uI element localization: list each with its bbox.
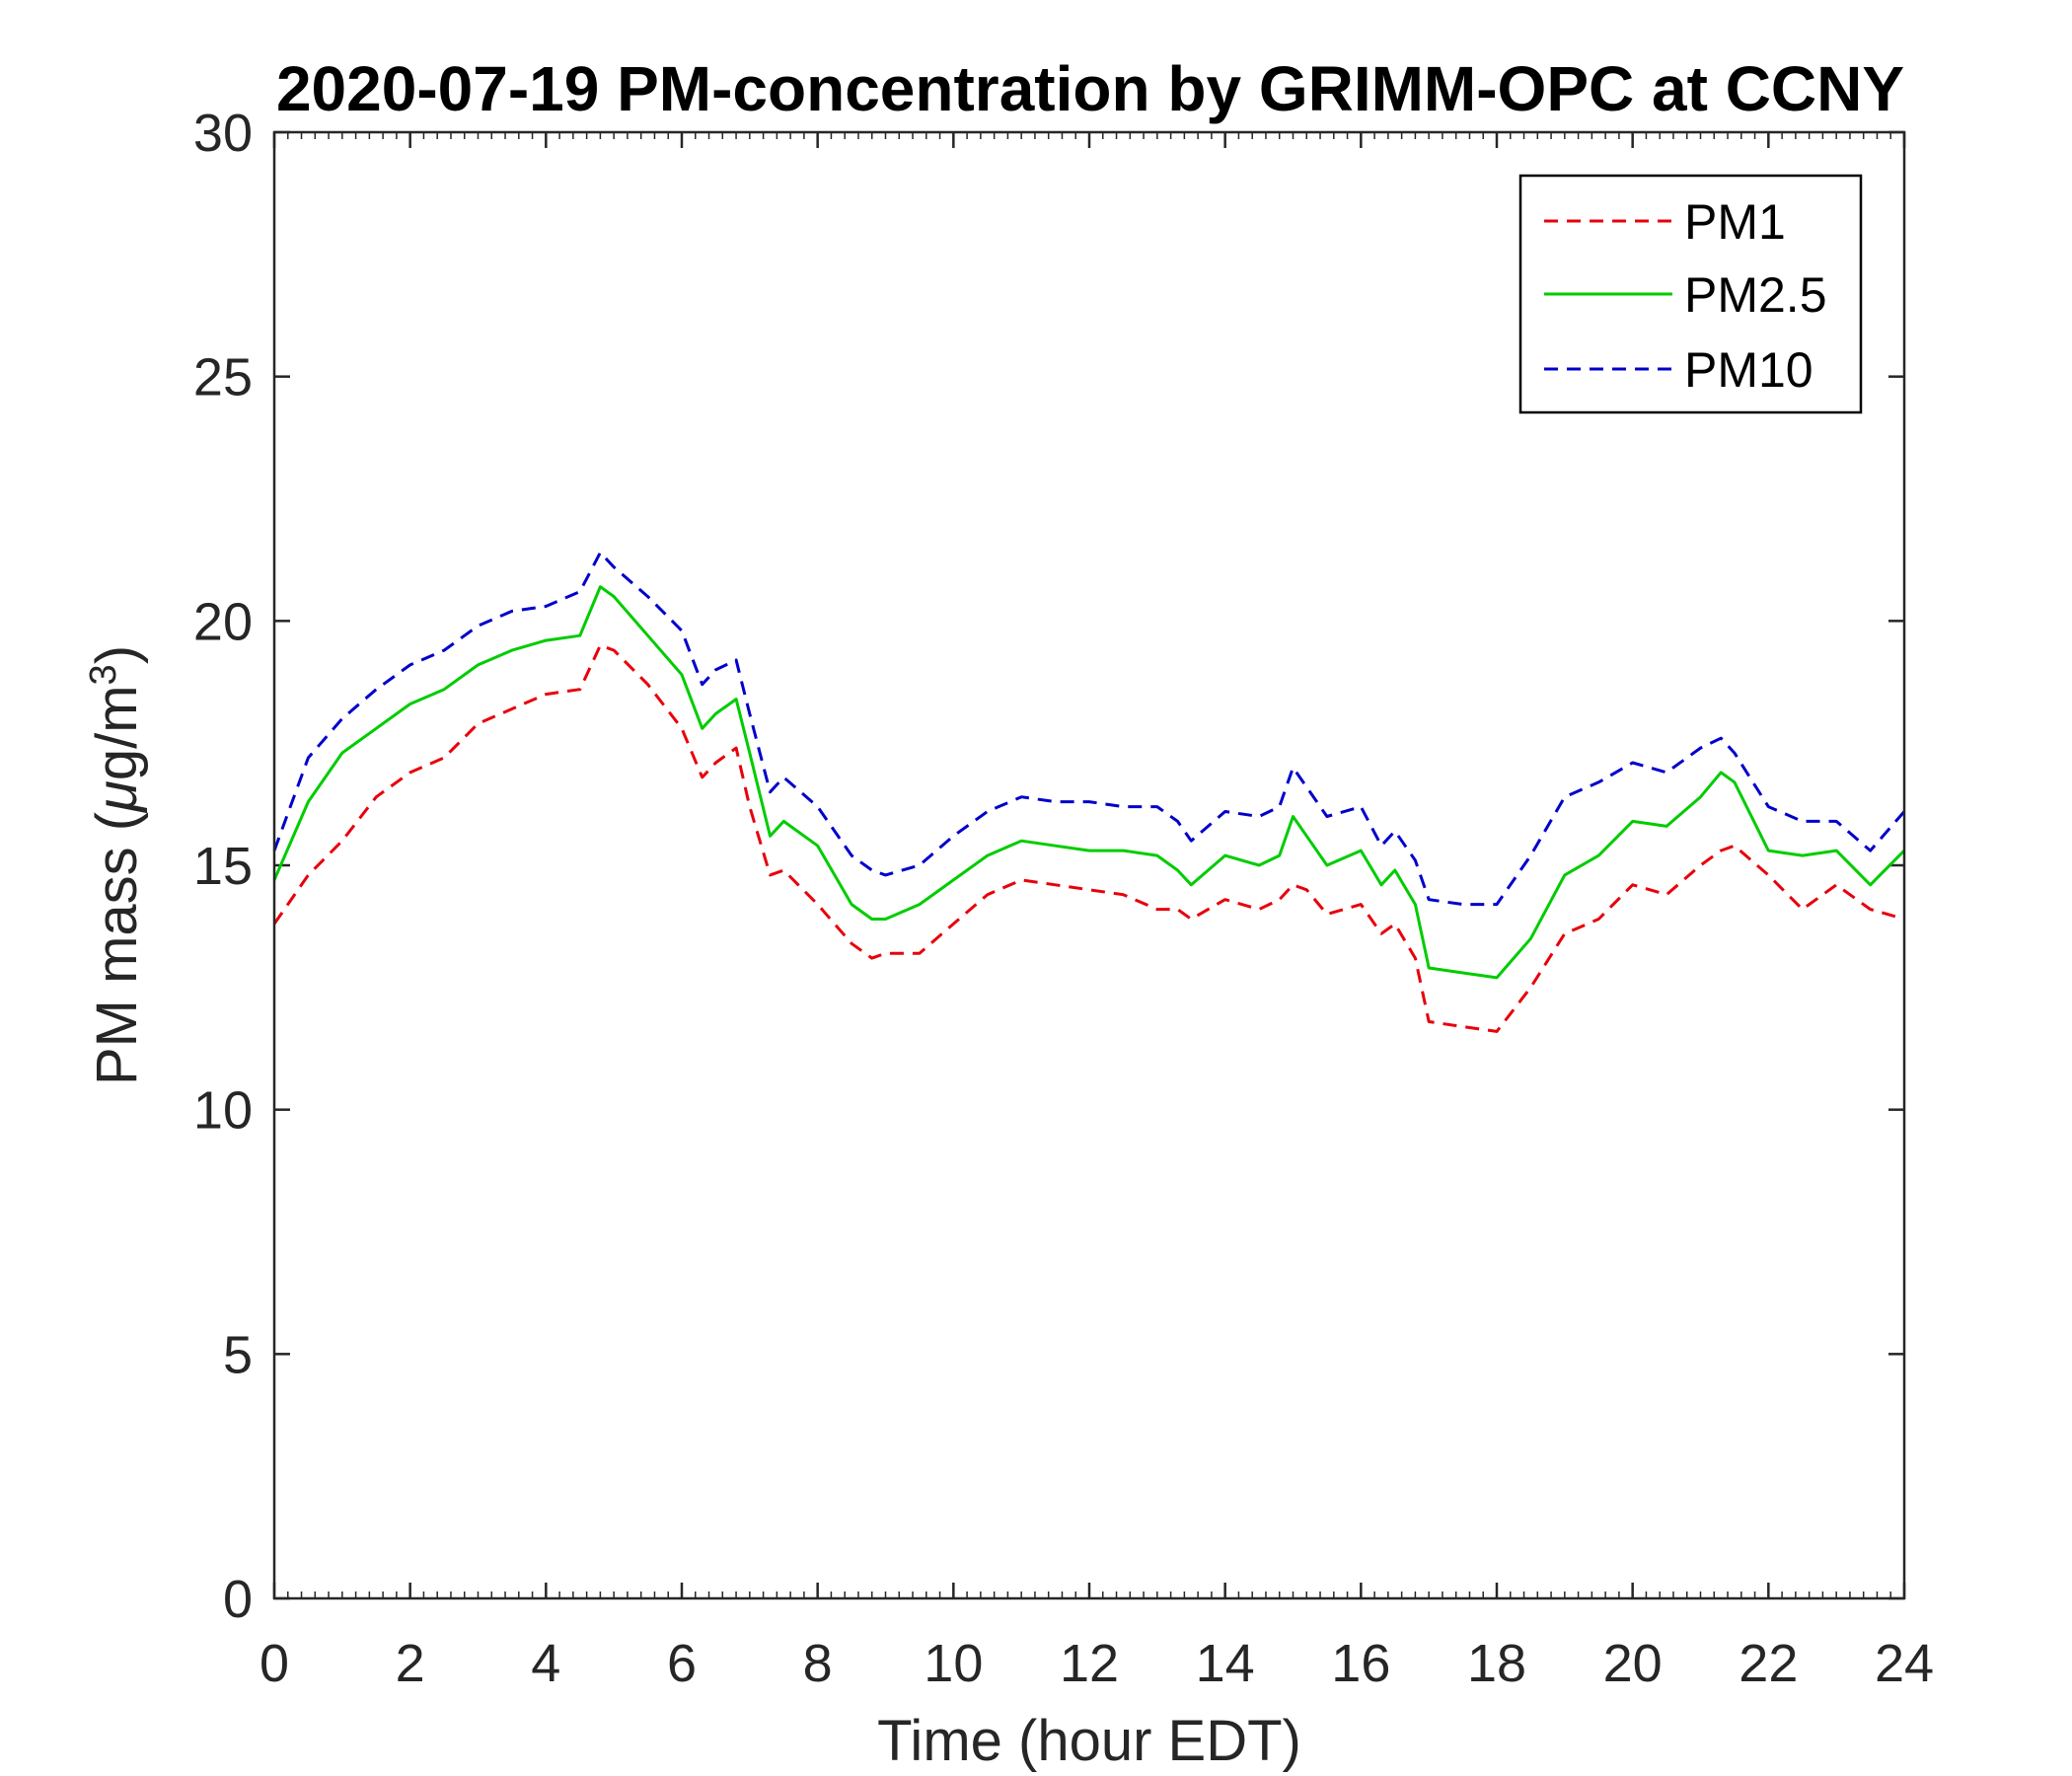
x-tick-label: 2 [396, 1634, 425, 1693]
x-tick-label: 0 [259, 1634, 289, 1693]
legend-label-pm25: PM2.5 [1684, 267, 1827, 323]
x-tick-label: 14 [1196, 1634, 1255, 1693]
y-label-sup: 3 [83, 664, 124, 685]
x-tick-label: 22 [1739, 1634, 1798, 1693]
y-label-mid: g/m [85, 685, 149, 780]
data-series [272, 551, 1906, 1033]
x-tick-label: 8 [803, 1634, 833, 1693]
x-tick-label: 20 [1603, 1634, 1663, 1693]
x-tick-label: 12 [1060, 1634, 1119, 1693]
y-label-mu: μ [85, 780, 149, 814]
y-label-pre: PM mass ( [85, 812, 149, 1085]
x-tick-label: 6 [667, 1634, 697, 1693]
y-tick-label: 5 [223, 1325, 253, 1384]
y-label-post: ) [85, 645, 149, 664]
x-tick-label: 10 [924, 1634, 983, 1693]
y-tick-label: 10 [193, 1081, 253, 1141]
x-axis-label: Time (hour EDT) [877, 1709, 1301, 1773]
series-line-pm1 [272, 643, 1905, 1033]
x-tick-label: 18 [1467, 1634, 1526, 1693]
y-tick-label: 30 [193, 104, 253, 163]
plot-frame [272, 130, 1906, 1600]
series-line-pm10 [272, 551, 1906, 907]
y-tick-label: 20 [193, 592, 253, 651]
x-tick-label: 4 [531, 1634, 560, 1693]
legend: PM1 PM2.5 PM10 [1518, 174, 1863, 414]
legend-label-pm10: PM10 [1684, 342, 1813, 398]
y-tick-label: 25 [193, 348, 253, 407]
x-tick-label: 16 [1331, 1634, 1390, 1693]
legend-label-pm1: PM1 [1684, 194, 1786, 250]
series-line-pm25 [272, 585, 1906, 980]
x-tick-label: 24 [1875, 1634, 1934, 1693]
y-tick-label: 15 [193, 837, 253, 896]
chart-title: 2020-07-19 PM-concentration by GRIMM-OPC… [276, 53, 1904, 124]
y-axis-label: PM mass (μg/m3) [83, 645, 149, 1085]
y-tick-label: 0 [223, 1570, 253, 1629]
